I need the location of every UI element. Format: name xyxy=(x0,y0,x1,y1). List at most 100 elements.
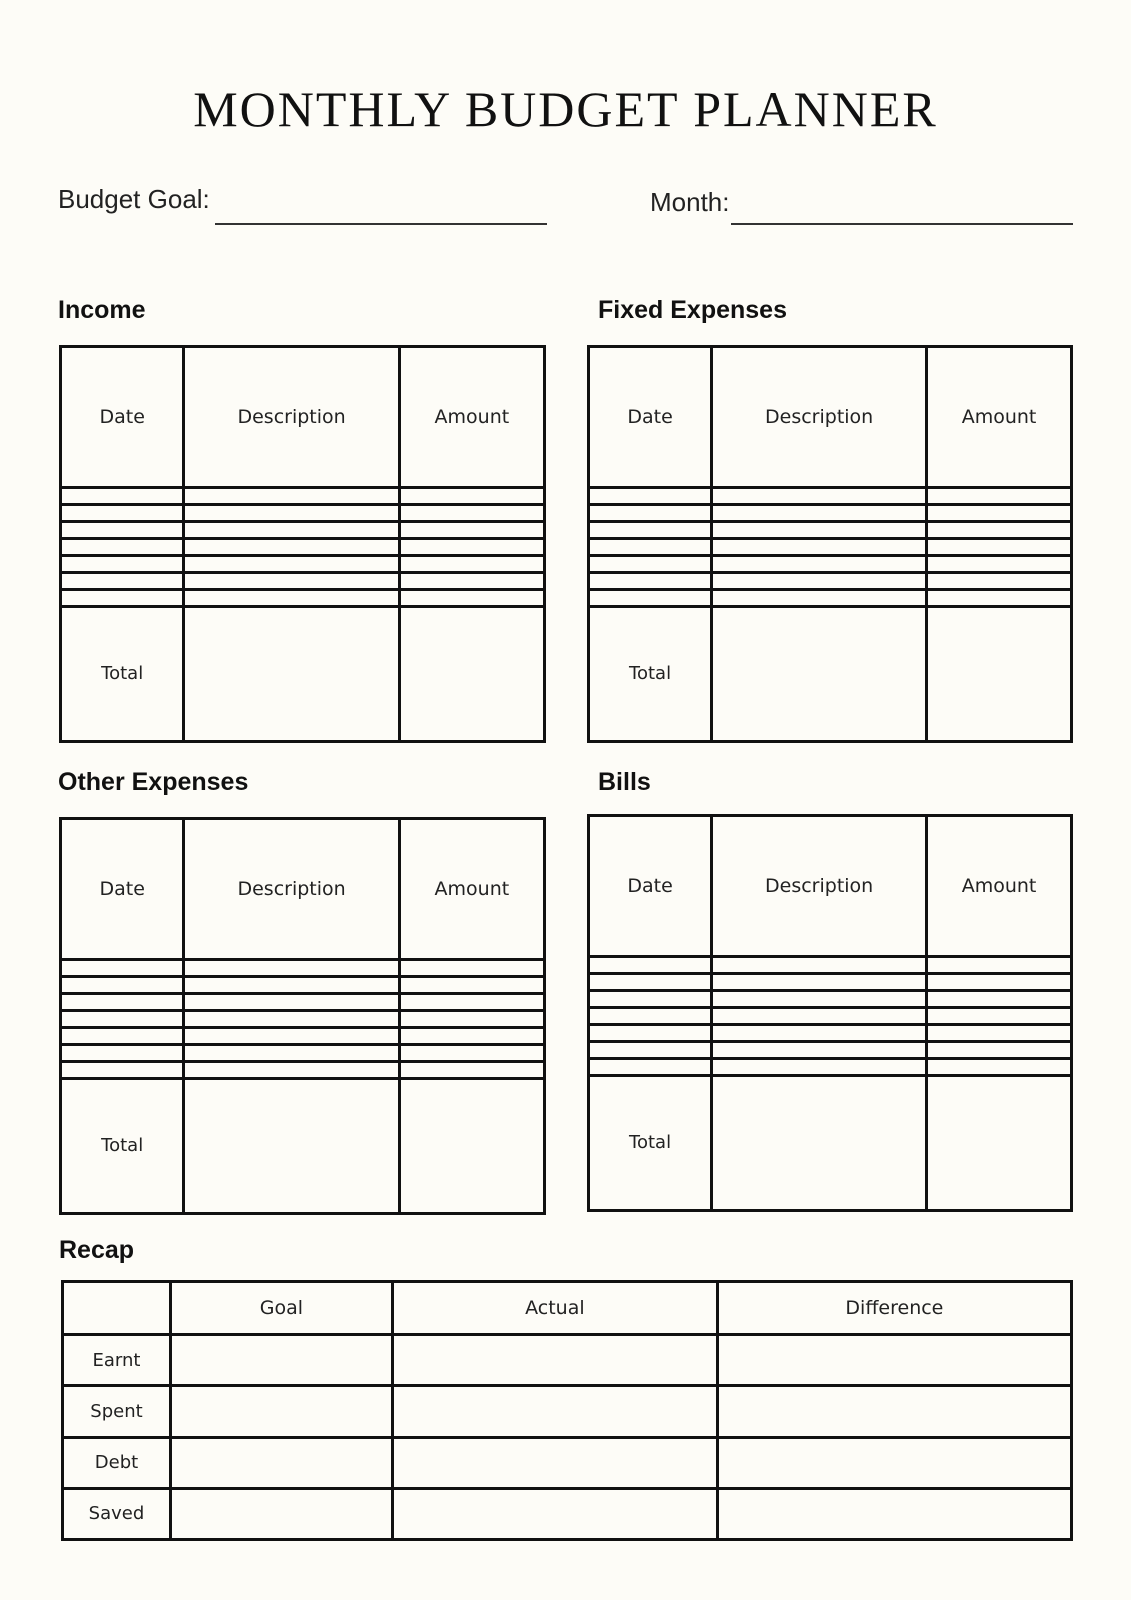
date-cell[interactable] xyxy=(58,1008,186,1029)
budget-goal-input[interactable] xyxy=(215,223,547,225)
amount-cell[interactable] xyxy=(925,988,1073,1009)
date-cell[interactable] xyxy=(58,1059,186,1080)
description-cell[interactable] xyxy=(710,570,929,591)
date-cell[interactable] xyxy=(58,553,186,574)
date-cell[interactable] xyxy=(586,570,714,591)
description-cell[interactable] xyxy=(182,1059,401,1080)
description-cell[interactable] xyxy=(710,1005,929,1026)
recap-difference-cell[interactable] xyxy=(715,1435,1074,1490)
month-input[interactable] xyxy=(731,223,1073,225)
description-cell[interactable] xyxy=(182,587,401,608)
amount-cell[interactable] xyxy=(925,1056,1073,1077)
amount-cell[interactable] xyxy=(397,553,547,574)
recap-actual-cell[interactable] xyxy=(390,1435,719,1490)
amount-cell[interactable] xyxy=(925,486,1073,506)
description-cell[interactable] xyxy=(710,502,929,523)
description-cell[interactable] xyxy=(182,553,401,574)
total-amount-cell[interactable] xyxy=(925,1073,1073,1213)
amount-cell[interactable] xyxy=(925,1039,1073,1060)
date-cell[interactable] xyxy=(586,519,714,540)
total-amount-cell[interactable] xyxy=(397,1076,547,1216)
amount-cell[interactable] xyxy=(397,570,547,591)
amount-cell[interactable] xyxy=(925,1022,1073,1043)
date-cell[interactable] xyxy=(586,1039,714,1060)
recap-difference-cell[interactable] xyxy=(715,1384,1074,1439)
date-cell[interactable] xyxy=(586,502,714,523)
recap-actual-cell[interactable] xyxy=(390,1486,719,1542)
date-cell[interactable] xyxy=(58,486,186,506)
amount-cell[interactable] xyxy=(397,974,547,995)
description-cell[interactable] xyxy=(182,958,401,978)
date-cell[interactable] xyxy=(58,1042,186,1063)
amount-cell[interactable] xyxy=(925,587,1073,608)
date-cell[interactable] xyxy=(58,991,186,1012)
date-cell[interactable] xyxy=(58,502,186,523)
description-cell[interactable] xyxy=(710,1022,929,1043)
date-cell[interactable] xyxy=(586,1056,714,1077)
amount-cell[interactable] xyxy=(925,536,1073,557)
total-amount-cell[interactable] xyxy=(397,604,547,744)
description-cell[interactable] xyxy=(710,536,929,557)
total-amount-cell[interactable] xyxy=(925,604,1073,744)
date-cell[interactable] xyxy=(58,536,186,557)
amount-cell[interactable] xyxy=(925,519,1073,540)
amount-cell[interactable] xyxy=(397,991,547,1012)
recap-goal-cell[interactable] xyxy=(168,1435,394,1490)
amount-cell[interactable] xyxy=(397,1008,547,1029)
date-cell[interactable] xyxy=(586,971,714,992)
description-cell[interactable] xyxy=(182,1042,401,1063)
description-cell[interactable] xyxy=(182,1025,401,1046)
description-cell[interactable] xyxy=(710,1056,929,1077)
description-cell[interactable] xyxy=(182,486,401,506)
date-cell[interactable] xyxy=(58,587,186,608)
date-cell[interactable] xyxy=(586,536,714,557)
amount-cell[interactable] xyxy=(397,587,547,608)
description-cell[interactable] xyxy=(710,553,929,574)
date-cell[interactable] xyxy=(586,1022,714,1043)
date-cell[interactable] xyxy=(58,1025,186,1046)
amount-cell[interactable] xyxy=(397,486,547,506)
description-cell[interactable] xyxy=(710,988,929,1009)
date-cell[interactable] xyxy=(58,958,186,978)
date-cell[interactable] xyxy=(586,486,714,506)
recap-actual-cell[interactable] xyxy=(390,1333,719,1388)
recap-goal-cell[interactable] xyxy=(168,1384,394,1439)
recap-goal-cell[interactable] xyxy=(168,1333,394,1388)
recap-difference-cell[interactable] xyxy=(715,1486,1074,1542)
amount-cell[interactable] xyxy=(925,570,1073,591)
amount-cell[interactable] xyxy=(925,502,1073,523)
description-cell[interactable] xyxy=(182,536,401,557)
description-cell[interactable] xyxy=(710,587,929,608)
amount-cell[interactable] xyxy=(397,502,547,523)
description-cell[interactable] xyxy=(710,971,929,992)
recap-difference-cell[interactable] xyxy=(715,1333,1074,1388)
description-cell[interactable] xyxy=(182,519,401,540)
amount-cell[interactable] xyxy=(397,536,547,557)
description-cell[interactable] xyxy=(710,486,929,506)
description-cell[interactable] xyxy=(710,1039,929,1060)
total-description-cell[interactable] xyxy=(710,1073,929,1213)
description-cell[interactable] xyxy=(182,974,401,995)
total-description-cell[interactable] xyxy=(710,604,929,744)
date-cell[interactable] xyxy=(58,519,186,540)
date-cell[interactable] xyxy=(586,1005,714,1026)
amount-cell[interactable] xyxy=(925,553,1073,574)
date-cell[interactable] xyxy=(58,974,186,995)
amount-cell[interactable] xyxy=(397,1059,547,1080)
description-cell[interactable] xyxy=(182,1008,401,1029)
date-cell[interactable] xyxy=(586,955,714,975)
amount-cell[interactable] xyxy=(397,519,547,540)
total-description-cell[interactable] xyxy=(182,1076,401,1216)
amount-cell[interactable] xyxy=(397,1025,547,1046)
date-cell[interactable] xyxy=(58,570,186,591)
date-cell[interactable] xyxy=(586,587,714,608)
recap-goal-cell[interactable] xyxy=(168,1486,394,1542)
date-cell[interactable] xyxy=(586,553,714,574)
description-cell[interactable] xyxy=(710,955,929,975)
amount-cell[interactable] xyxy=(397,958,547,978)
description-cell[interactable] xyxy=(182,570,401,591)
amount-cell[interactable] xyxy=(397,1042,547,1063)
total-description-cell[interactable] xyxy=(182,604,401,744)
amount-cell[interactable] xyxy=(925,971,1073,992)
date-cell[interactable] xyxy=(586,988,714,1009)
